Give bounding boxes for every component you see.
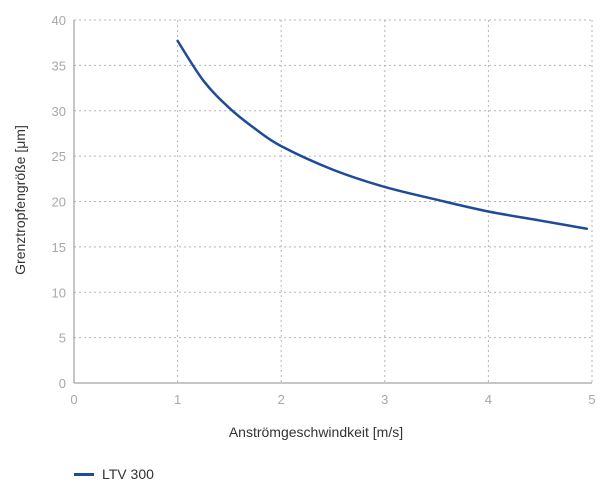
series-layer: [176, 39, 589, 230]
y-tick-label: 35: [52, 58, 66, 73]
y-tick-label: 40: [52, 13, 66, 28]
x-axis-label: Anströmgeschwindkeit [m/s]: [229, 424, 403, 440]
y-tick-label: 30: [52, 104, 66, 119]
y-tick-label: 10: [52, 285, 66, 300]
y-tick-label: 15: [52, 240, 66, 255]
y-tick-label: 20: [52, 195, 66, 210]
x-tick-labels: 0 1 2 3 4 5: [70, 392, 595, 407]
axes: [73, 20, 592, 384]
y-tick-labels: 0 5 10 15 20 25 30 35 40: [52, 13, 66, 391]
legend-swatch: [74, 472, 94, 476]
x-tick-label: 5: [588, 392, 595, 407]
y-tick-label: 5: [59, 331, 66, 346]
x-tick-label: 0: [70, 392, 77, 407]
x-tick-label: 4: [485, 392, 492, 407]
legend-label: LTV 300: [102, 466, 154, 482]
y-tick-label: 0: [59, 376, 66, 391]
y-axis-label: Grenztropfengröße [μm]: [12, 125, 28, 275]
x-tick-label: 1: [174, 392, 181, 407]
x-tick-label: 2: [278, 392, 285, 407]
grid: [74, 19, 593, 383]
y-tick-label: 25: [52, 149, 66, 164]
x-tick-label: 3: [381, 392, 388, 407]
legend: LTV 300: [74, 466, 154, 482]
series-line: [176, 39, 589, 230]
